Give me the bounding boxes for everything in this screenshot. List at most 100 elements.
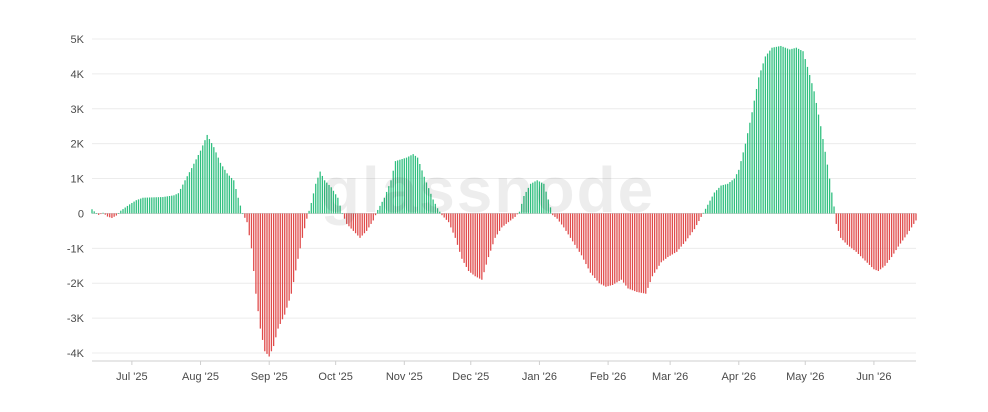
bar bbox=[596, 213, 598, 281]
bar bbox=[330, 187, 332, 214]
y-tick-label: 0 bbox=[78, 208, 84, 220]
bar bbox=[401, 159, 403, 214]
bar bbox=[357, 213, 359, 236]
bar bbox=[403, 158, 405, 214]
bar bbox=[879, 213, 882, 270]
bar bbox=[270, 213, 273, 352]
bar bbox=[332, 190, 335, 214]
bar bbox=[261, 213, 264, 340]
bar bbox=[840, 213, 842, 238]
bar bbox=[656, 213, 658, 270]
bar bbox=[421, 170, 423, 214]
watermark: glassnode bbox=[321, 154, 656, 226]
y-tick-label: -1K bbox=[67, 243, 85, 255]
bar bbox=[576, 213, 578, 249]
bar bbox=[304, 213, 306, 229]
bar bbox=[578, 213, 580, 252]
bar bbox=[166, 196, 168, 214]
bar bbox=[328, 184, 330, 214]
bar bbox=[510, 213, 512, 221]
bar bbox=[222, 166, 224, 214]
bar bbox=[250, 213, 253, 249]
bar bbox=[481, 213, 483, 280]
bar bbox=[255, 213, 257, 294]
bar bbox=[884, 213, 886, 266]
bar bbox=[567, 213, 569, 235]
bar bbox=[525, 191, 527, 214]
bars bbox=[91, 45, 917, 357]
bar bbox=[866, 213, 868, 263]
bar bbox=[680, 213, 682, 247]
bar bbox=[317, 177, 319, 214]
bar bbox=[297, 213, 299, 259]
bar bbox=[833, 206, 835, 214]
bar bbox=[443, 213, 445, 218]
bar bbox=[199, 150, 202, 214]
bar bbox=[414, 155, 417, 214]
bar bbox=[111, 213, 113, 218]
bar bbox=[609, 213, 611, 286]
bar bbox=[886, 213, 888, 263]
bar bbox=[206, 134, 208, 214]
bar bbox=[264, 213, 266, 352]
bar bbox=[545, 191, 547, 214]
bar bbox=[653, 213, 656, 273]
bar bbox=[826, 164, 829, 214]
bar bbox=[452, 213, 454, 233]
y-tick-label: 2K bbox=[71, 139, 85, 151]
bar bbox=[259, 213, 261, 329]
bar bbox=[824, 151, 826, 214]
bar bbox=[536, 180, 538, 214]
bar bbox=[899, 213, 902, 244]
bar bbox=[454, 213, 456, 238]
bar bbox=[775, 46, 778, 214]
bar bbox=[104, 213, 106, 215]
bar bbox=[806, 66, 809, 214]
bar bbox=[416, 157, 419, 214]
bar bbox=[603, 213, 605, 286]
axes: -4K -3K -2K -1K 0 1K 2K 3K 4K 5K Jul '25 Aug '25 Sep… bbox=[67, 34, 916, 383]
bar bbox=[299, 213, 301, 249]
bar bbox=[713, 192, 716, 214]
bar bbox=[913, 213, 915, 224]
y-tick-label: -2K bbox=[67, 278, 85, 290]
bar bbox=[587, 213, 589, 269]
bar bbox=[541, 182, 543, 214]
bar bbox=[877, 213, 879, 272]
bar bbox=[873, 213, 875, 270]
x-tick-label: Sep '25 bbox=[251, 371, 288, 383]
bar bbox=[904, 213, 906, 238]
bar bbox=[109, 213, 111, 218]
bar bbox=[215, 152, 217, 214]
bar bbox=[589, 213, 592, 273]
bar bbox=[173, 195, 175, 214]
bar bbox=[793, 48, 795, 214]
x-tick-label: Nov '25 bbox=[386, 371, 423, 383]
bar bbox=[875, 213, 877, 271]
bar bbox=[478, 213, 481, 279]
y-tick-label: 4K bbox=[71, 69, 85, 81]
bar bbox=[591, 213, 594, 276]
bar bbox=[720, 185, 722, 214]
bar bbox=[301, 213, 304, 238]
bar bbox=[188, 172, 191, 214]
bar bbox=[696, 213, 698, 226]
bar bbox=[106, 213, 109, 217]
bar bbox=[436, 208, 439, 214]
bar bbox=[257, 213, 259, 312]
bar bbox=[197, 155, 199, 214]
bar bbox=[563, 213, 565, 228]
bar bbox=[828, 178, 831, 214]
bar bbox=[383, 197, 386, 214]
bar bbox=[155, 197, 157, 214]
bar bbox=[649, 213, 651, 283]
bar bbox=[906, 213, 908, 235]
bar bbox=[809, 75, 811, 214]
bar bbox=[326, 182, 328, 214]
bar bbox=[100, 213, 102, 215]
bar bbox=[698, 213, 700, 222]
bar bbox=[549, 207, 552, 214]
bar bbox=[463, 213, 465, 263]
bar bbox=[762, 63, 764, 214]
bar bbox=[412, 154, 414, 214]
